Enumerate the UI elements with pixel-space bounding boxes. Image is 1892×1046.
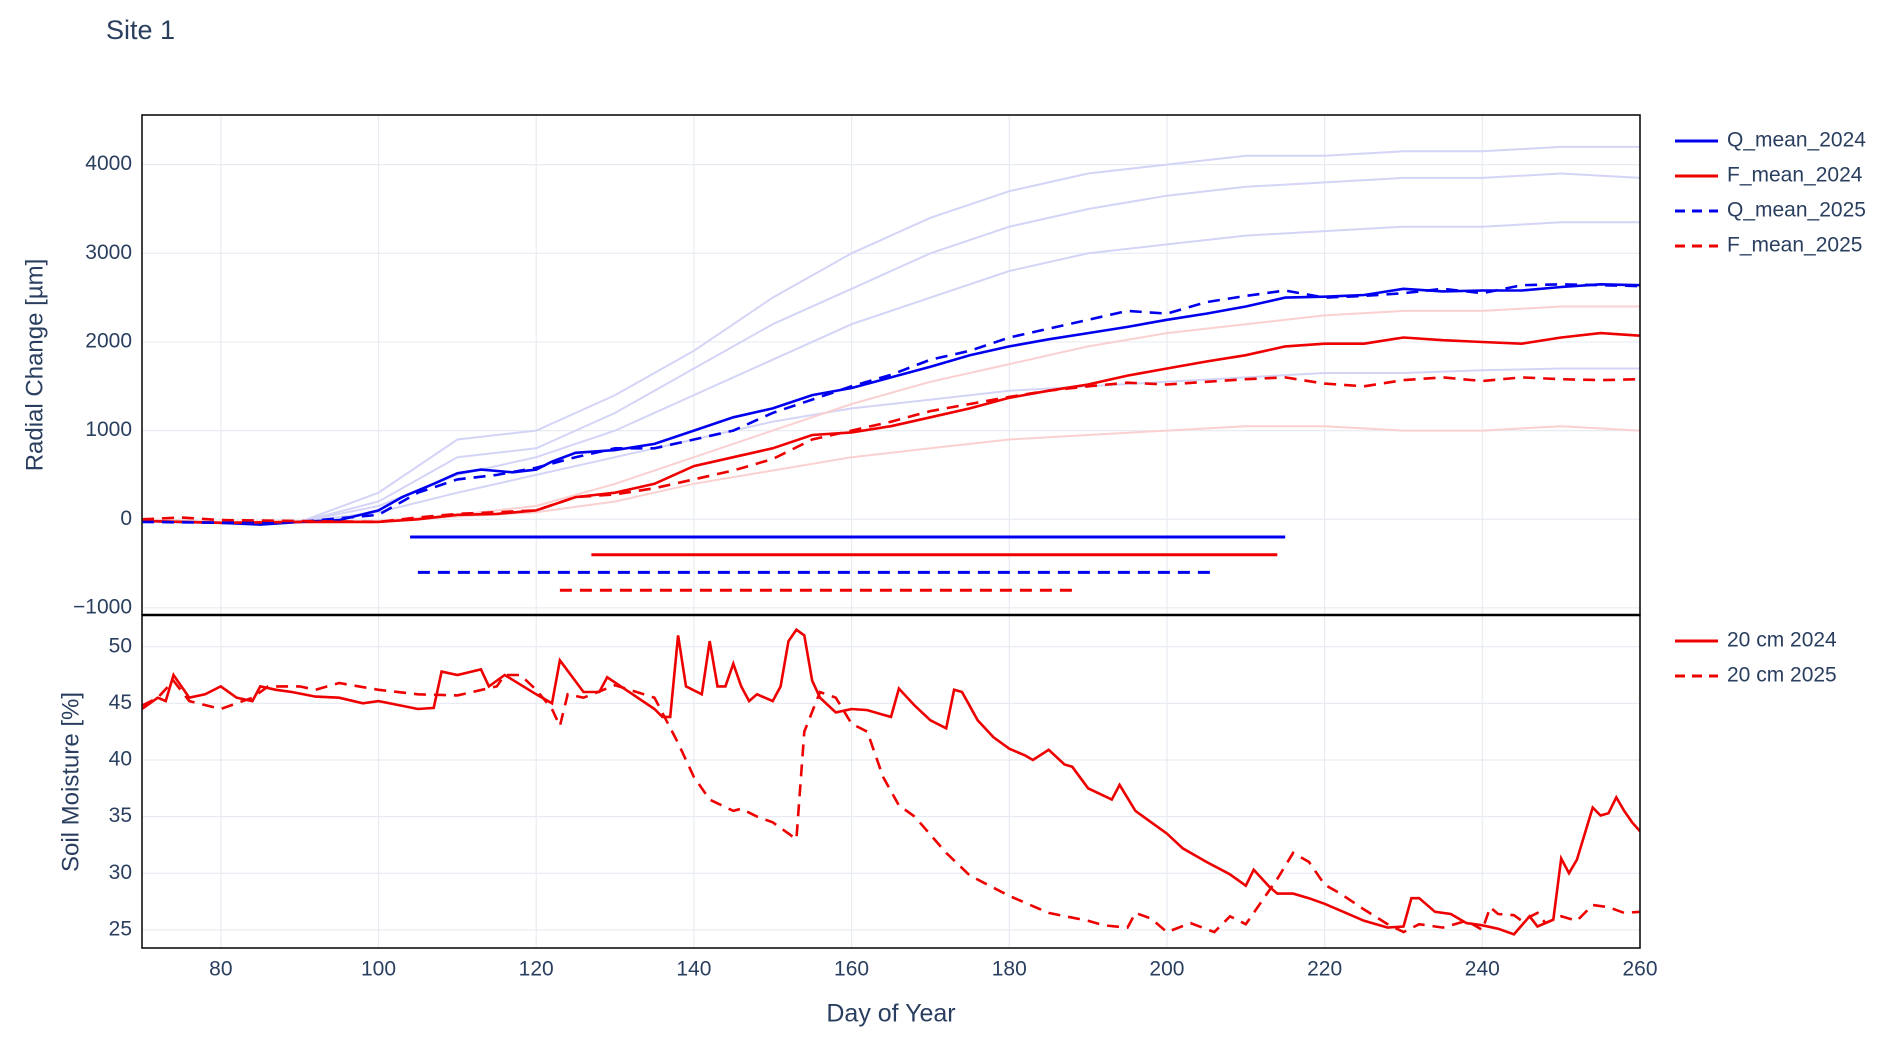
y-tick-label: 45: [109, 691, 132, 714]
mean-line: [142, 282, 1640, 525]
chart-title: Site 1: [106, 15, 175, 45]
tree-line: [142, 367, 1640, 524]
x-axis-label: Day of Year: [826, 1000, 955, 1028]
y-tick-label: 35: [109, 804, 132, 827]
legend-label: Q_mean_2025: [1727, 199, 1866, 222]
mean-line: [142, 627, 1640, 936]
legend-label: F_mean_2024: [1727, 164, 1863, 187]
tree-line: [142, 145, 1640, 524]
x-tick-label: 160: [834, 958, 869, 981]
mean-line: [142, 331, 1640, 525]
y-tick-label: 30: [109, 861, 132, 884]
legend-label: 20 cm 2025: [1727, 664, 1837, 687]
y-tick-label: 25: [109, 917, 132, 940]
tree-line: [142, 172, 1640, 524]
mean-line: [142, 376, 1640, 524]
y-tick-label: 1000: [85, 418, 132, 441]
x-tick-label: 240: [1465, 958, 1500, 981]
x-tick-label: 200: [1149, 958, 1184, 981]
x-tick-label: 100: [361, 958, 396, 981]
x-tick-label: 140: [676, 958, 711, 981]
x-tick-label: 220: [1307, 958, 1342, 981]
y-tick-label: 40: [109, 748, 132, 771]
y-tick-label: 4000: [85, 152, 132, 175]
legend-label: Q_mean_2024: [1727, 129, 1866, 152]
mean-line: [142, 282, 1640, 526]
y-axis-label: Soil Moisture [%]: [57, 692, 84, 872]
y-axis-label: Radial Change [µm]: [21, 259, 48, 472]
y-tick-label: 2000: [85, 329, 132, 352]
y-tick-label: −1000: [73, 595, 132, 618]
x-tick-label: 180: [992, 958, 1027, 981]
plot-frame: [141, 114, 1641, 616]
x-tick-label: 80: [209, 958, 232, 981]
x-tick-label: 120: [519, 958, 554, 981]
y-tick-label: 0: [120, 507, 132, 530]
y-tick-label: 50: [109, 634, 132, 657]
legend-label: 20 cm 2024: [1727, 629, 1837, 652]
mean-line: [142, 673, 1640, 934]
x-tick-label: 260: [1622, 958, 1657, 981]
tree-line: [142, 221, 1640, 524]
y-tick-label: 3000: [85, 241, 132, 264]
legend-label: F_mean_2025: [1727, 234, 1862, 257]
